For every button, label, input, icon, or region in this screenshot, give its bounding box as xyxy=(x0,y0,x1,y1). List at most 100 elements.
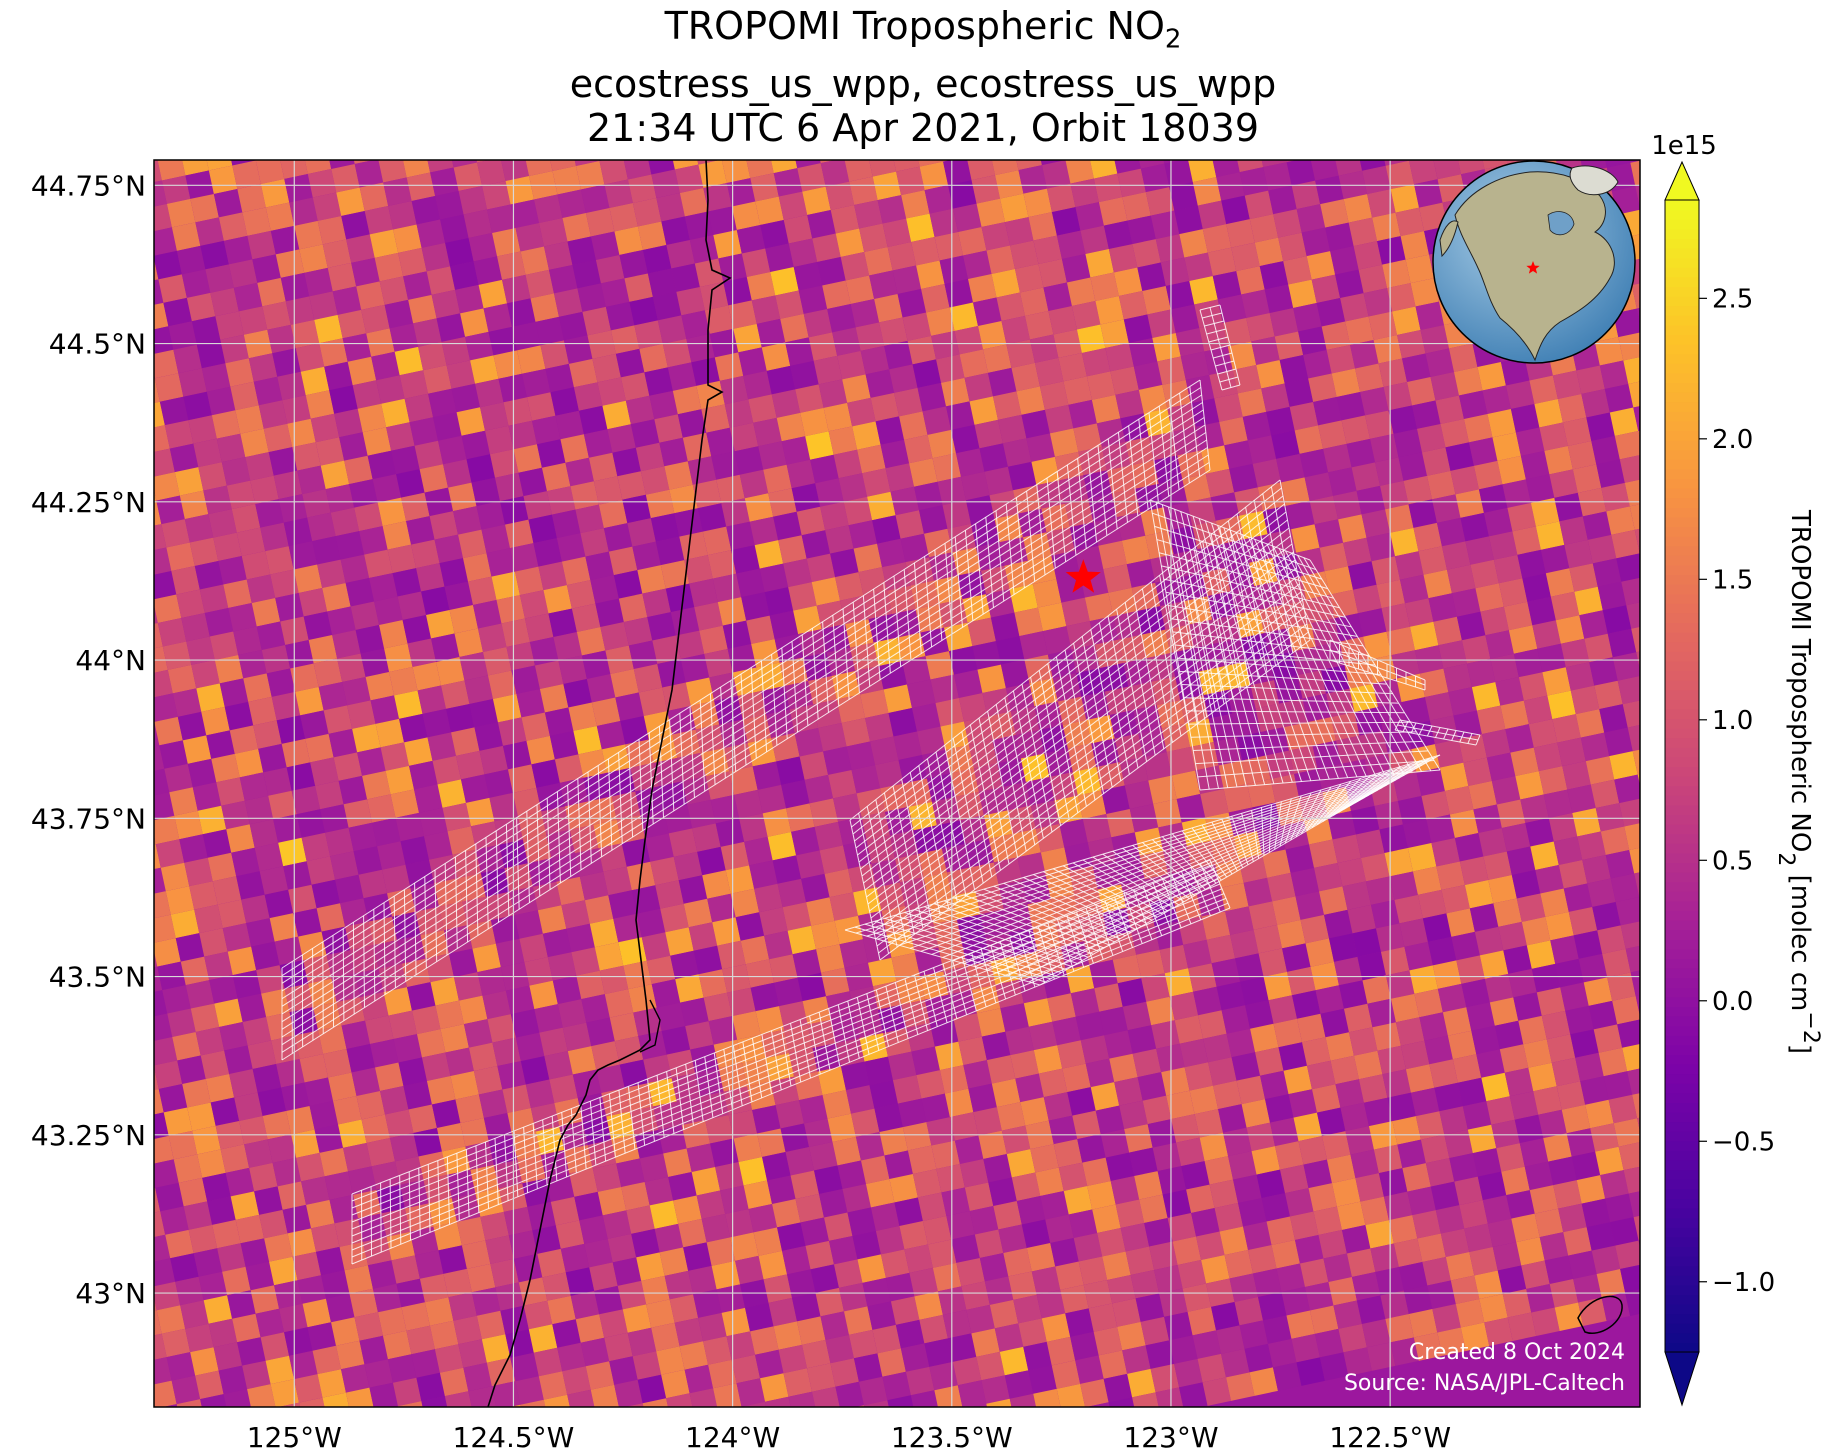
no2-pixel xyxy=(419,1273,449,1303)
colorbar-tick-label: −0.5 xyxy=(1712,1127,1775,1157)
no2-pixel xyxy=(317,1369,346,1398)
no2-pixel xyxy=(1101,785,1130,814)
no2-pixel xyxy=(553,288,583,317)
no2-pixel xyxy=(748,394,777,423)
no2-pixel xyxy=(1451,122,1479,150)
no2-pixel xyxy=(1217,294,1247,324)
no2-pixel xyxy=(1006,339,1035,368)
no2-pixel xyxy=(1353,584,1382,614)
no2-pixel xyxy=(1041,1313,1071,1342)
no2-pixel xyxy=(371,1161,400,1190)
no2-pixel xyxy=(1164,968,1194,997)
colorbar-exponent: 1e15 xyxy=(1651,131,1717,161)
no2-pixel xyxy=(409,417,439,446)
no2-pixel xyxy=(1515,427,1545,456)
no2-pixel xyxy=(552,166,581,195)
no2-pixel xyxy=(581,994,610,1023)
no2-pixel xyxy=(1095,296,1124,325)
no2-pixel xyxy=(241,551,271,580)
no2-pixel xyxy=(863,125,891,153)
no2-pixel xyxy=(939,1065,969,1094)
no2-pixel xyxy=(1304,1281,1334,1311)
no2-pixel xyxy=(495,1282,524,1311)
no2-pixel xyxy=(899,1220,928,1250)
no2-pixel xyxy=(1451,588,1481,617)
no2-pixel xyxy=(1518,1015,1547,1045)
no2-pixel xyxy=(154,891,171,919)
no2-pixel xyxy=(190,1347,219,1376)
no2-pixel xyxy=(1496,1143,1525,1172)
no2-pixel xyxy=(1139,160,1165,169)
no2-pixel xyxy=(689,578,718,608)
no2-pixel xyxy=(491,1381,521,1407)
no2-pixel xyxy=(1149,1241,1178,1270)
no2-pixel xyxy=(971,1403,987,1407)
no2-pixel xyxy=(207,1196,236,1225)
no2-pixel xyxy=(223,1389,251,1407)
no2-pixel xyxy=(349,479,378,508)
no2-pixel xyxy=(622,1304,652,1333)
no2-pixel xyxy=(1605,850,1635,879)
no2-pixel xyxy=(1083,1279,1113,1309)
no2-pixel xyxy=(574,1191,603,1221)
no2-pixel xyxy=(154,938,181,967)
no2-pixel xyxy=(237,993,267,1023)
no2-pixel xyxy=(1423,569,1452,599)
no2-pixel xyxy=(364,549,393,579)
no2-pixel xyxy=(1506,1190,1535,1219)
map-area[interactable] xyxy=(114,115,1688,1450)
no2-pixel xyxy=(1421,447,1451,476)
no2-pixel xyxy=(1391,650,1420,679)
no2-pixel xyxy=(483,303,513,332)
no2-pixel xyxy=(523,491,552,520)
no2-pixel xyxy=(300,366,330,396)
no2-pixel xyxy=(479,745,508,775)
no2-pixel xyxy=(1396,673,1425,703)
no2-pixel xyxy=(907,679,936,709)
no2-pixel xyxy=(351,1411,379,1439)
no2-pixel xyxy=(745,1302,774,1332)
no2-pixel xyxy=(1502,479,1531,508)
no2-pixel xyxy=(1082,1157,1111,1187)
no2-pixel xyxy=(1253,115,1281,143)
no2-pixel xyxy=(1080,1378,1109,1407)
no2-pixel xyxy=(743,370,772,400)
no2-pixel xyxy=(996,292,1025,321)
no2-pixel xyxy=(1503,945,1532,974)
no2-pixel xyxy=(364,1359,393,1388)
no2-pixel xyxy=(166,542,195,572)
no2-pixel xyxy=(1251,1146,1281,1175)
no2-pixel xyxy=(561,900,590,929)
no2-pixel xyxy=(1117,978,1147,1007)
no2-pixel xyxy=(154,1357,172,1385)
no2-pixel xyxy=(788,582,817,611)
no2-pixel xyxy=(327,606,356,635)
no2-pixel xyxy=(1286,1310,1315,1339)
no2-pixel xyxy=(455,750,485,780)
no2-pixel xyxy=(1026,433,1055,462)
no2-pixel xyxy=(416,219,446,248)
no2-pixel xyxy=(910,1390,938,1407)
no2-pixel xyxy=(1368,311,1398,341)
no2-pixel xyxy=(174,810,203,840)
colorbar-ticks: −1.0−0.50.00.51.01.52.02.5 xyxy=(1699,284,1775,1298)
no2-pixel xyxy=(282,1204,312,1234)
no2-pixel xyxy=(820,160,836,164)
no2-pixel xyxy=(524,957,553,986)
no2-pixel xyxy=(186,292,216,322)
no2-pixel xyxy=(1066,277,1096,306)
no2-pixel xyxy=(1076,324,1106,353)
no2-pixel xyxy=(1088,1303,1118,1332)
no2-pixel xyxy=(225,1167,255,1197)
no2-pixel xyxy=(1022,532,1052,561)
no2-pixel xyxy=(1372,1022,1401,1051)
no2-pixel xyxy=(513,444,542,473)
no2-pixel xyxy=(1068,399,1097,429)
no2-pixel xyxy=(1276,453,1305,483)
no2-pixel xyxy=(1617,675,1640,705)
no2-pixel xyxy=(1524,1161,1554,1191)
no2-pixel xyxy=(825,181,855,211)
no2-pixel xyxy=(626,1205,655,1234)
no2-pixel xyxy=(651,979,681,1008)
no2-pixel xyxy=(719,375,749,405)
